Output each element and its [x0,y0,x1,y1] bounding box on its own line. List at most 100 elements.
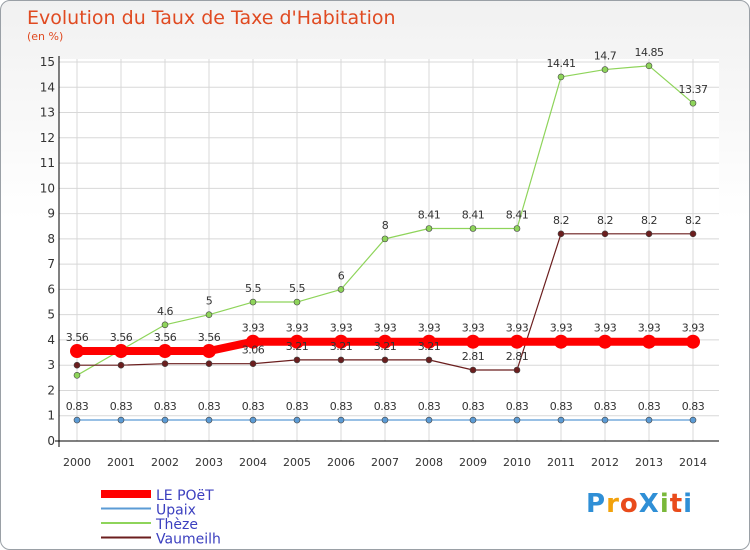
series-0-point [642,334,656,349]
series-1-point [293,416,301,424]
series-1-point [205,416,213,424]
series-1-point [469,416,477,424]
y-tick-label: 1 [47,409,55,423]
series-0-point [422,334,436,349]
data-label: 0.83 [242,400,265,413]
data-label: 8.41 [418,209,441,222]
data-label: 0.83 [682,400,705,413]
series-2-point [381,235,389,243]
data-label: 3.93 [682,322,705,335]
data-label: 3.93 [506,322,529,335]
series-0-point [334,334,348,349]
data-label: 2.81 [462,350,485,363]
y-tick-label: 4 [47,333,55,347]
series-2-point [513,225,521,232]
y-tick-label: 0 [47,434,55,448]
data-label: 3.56 [154,331,177,344]
data-label: 14.41 [547,57,576,70]
grid-layer [59,59,719,441]
data-label: 0.83 [66,400,89,413]
series-2-point [73,372,81,379]
data-label: 0.83 [550,400,573,413]
series-1-point [557,416,565,424]
data-label: 3.93 [550,322,573,335]
data-label: 0.83 [374,400,397,413]
legend-label: Thèze [155,517,198,533]
series-0-point [290,334,304,349]
data-label: 3.56 [110,331,133,344]
unit-label: (en %) [27,30,64,43]
series-0-point [114,344,128,359]
series-3-point [513,366,521,374]
y-tick-label: 6 [47,282,55,296]
x-tick-label: 2003 [195,456,223,469]
y-tick-label: 8 [47,232,55,246]
series-1-point [689,416,697,424]
x-tick-label: 2006 [327,456,355,469]
data-label: 3.56 [198,331,221,344]
x-tick-label: 2011 [547,456,575,469]
series-0-point [466,334,480,349]
data-label: 0.83 [198,400,221,413]
series-1-point [73,416,81,424]
series-2-point [469,225,477,232]
y-tick-label: 5 [47,308,55,322]
data-label: 0.83 [154,400,177,413]
series-1-point [513,416,521,424]
data-label: 3.21 [374,340,397,353]
data-label: 3.21 [330,340,353,353]
y-tick-label: 11 [40,156,55,170]
series-0-point [598,334,612,349]
data-label: 8.2 [641,214,657,227]
series-2-point [645,62,653,70]
data-label: 2.81 [506,350,529,363]
data-label: 3.93 [462,322,485,335]
plot-area [59,59,719,441]
data-label: 0.83 [462,400,485,413]
series-0-point [158,344,172,359]
x-tick-label: 2010 [503,456,531,469]
series-2-point [601,66,609,73]
series-0-point [554,334,568,349]
data-label: 8.41 [506,209,529,222]
y-tick-label: 2 [47,383,55,397]
series-3-point [469,366,477,374]
data-label-layer: 3.56 3.56 3.56 3.56 3.93 3.93 3.93 3.93 3.93 3.93… [66,46,709,413]
series-layer [70,62,700,424]
x-tick-label: 2001 [107,456,135,469]
y-tick-label: 9 [47,207,55,221]
series-2-point [293,298,301,306]
x-tick-label: 2004 [239,456,267,469]
x-tick-label: 2014 [679,456,707,469]
y-tick-label: 13 [40,106,55,120]
data-label: 14.85 [635,46,664,59]
y-tick-label: 12 [40,131,55,145]
series-1-point [337,416,345,424]
data-label: 3.93 [594,322,617,335]
legend-label: Vaumeilh [156,532,221,548]
chart-title: Evolution du Taux de Taxe d'Habitation [27,7,396,29]
series-3-point [337,356,345,364]
legend-label: LE POëT [156,488,214,504]
series-1-point [249,416,257,424]
series-3-point [381,356,389,364]
series-3-point [161,360,169,367]
data-label: 3.93 [242,322,265,335]
series-3-point [205,360,213,367]
series-1-point [601,416,609,424]
x-tick-label: 2008 [415,456,443,469]
data-label: 3.93 [374,322,397,335]
data-label: 0.83 [286,400,309,413]
data-label: 0.83 [330,400,353,413]
logo-letter: t [669,489,684,519]
logo-letter: i [683,489,694,519]
series-3-point [425,356,433,364]
series-0-point [510,334,524,349]
y-tick-label: 7 [47,257,55,271]
data-label: 0.83 [594,400,617,413]
data-label: 5.5 [289,282,305,295]
series-1-point [425,416,433,424]
data-label: 3.93 [418,322,441,335]
